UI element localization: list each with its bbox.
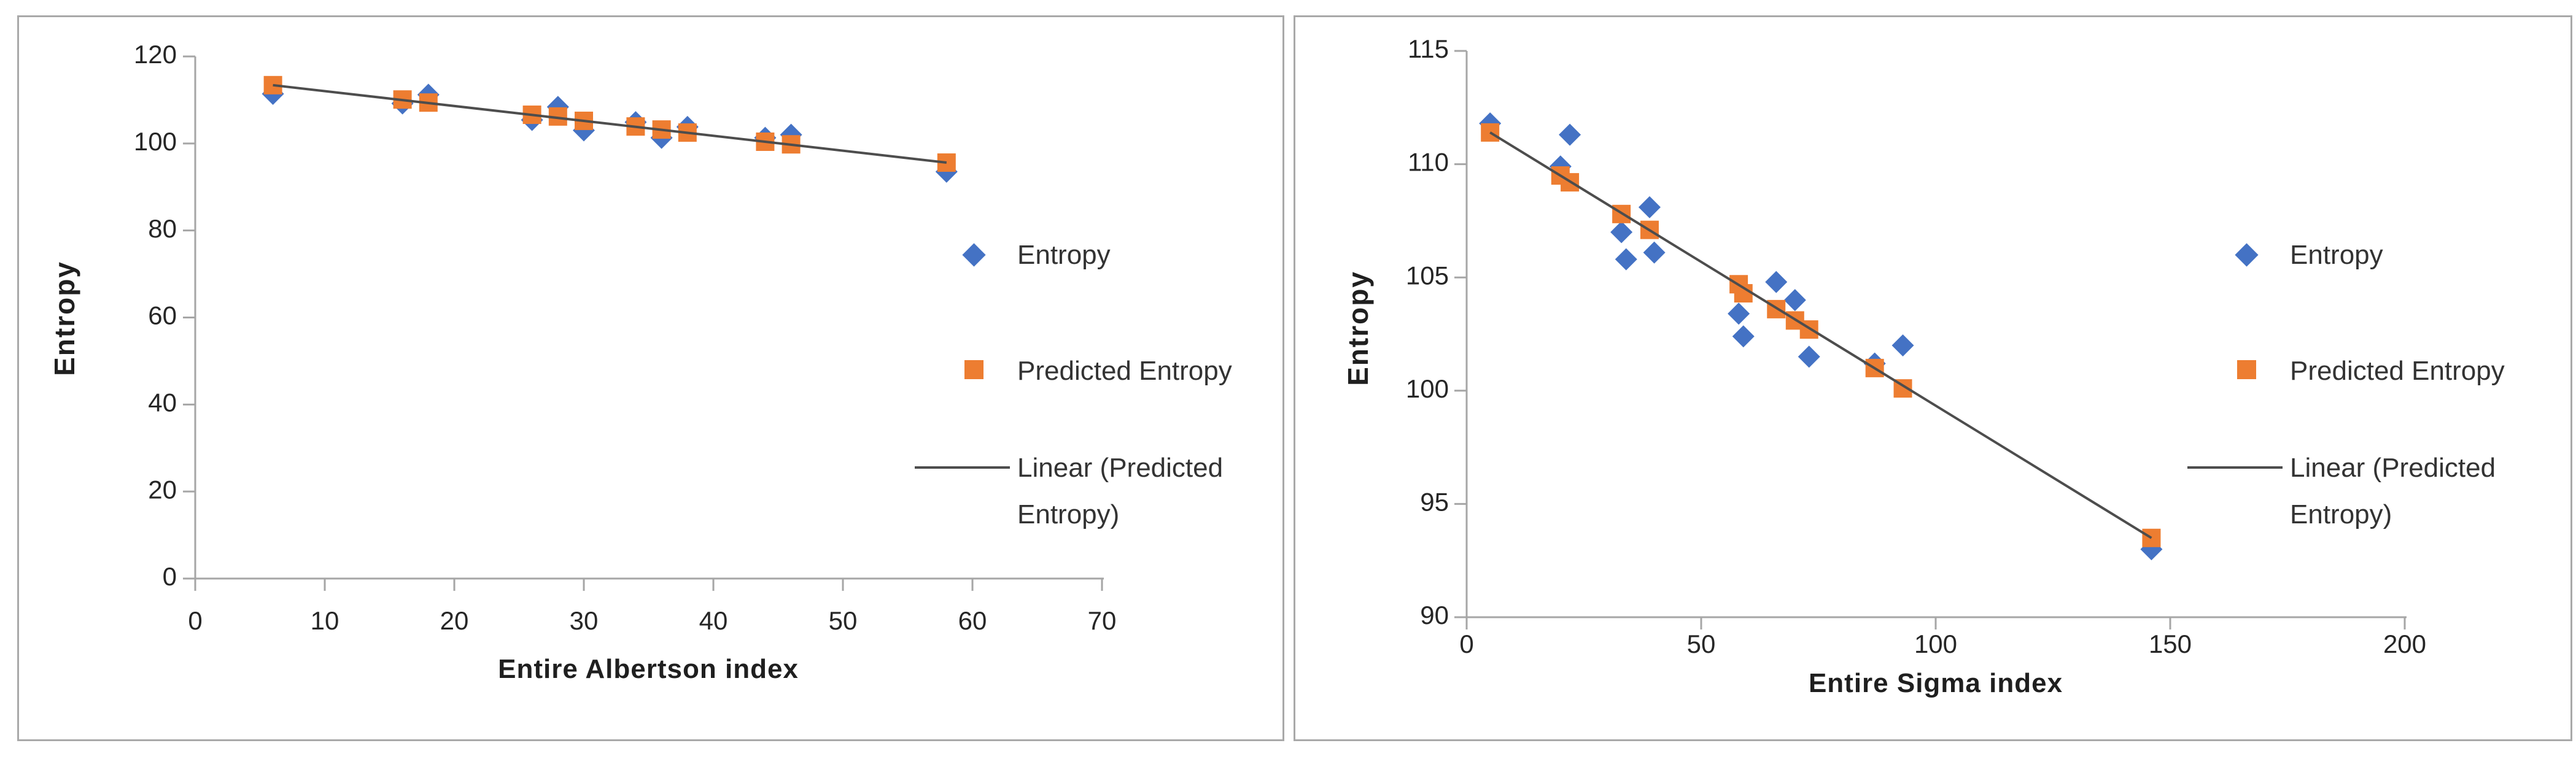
chart-panel-sigma — [1294, 15, 2572, 741]
y-tick-label: 95 — [1420, 487, 1449, 516]
trend-line — [1489, 131, 2152, 539]
y-tick-label: 120 — [134, 40, 177, 69]
data-point-entropy — [1728, 302, 1750, 325]
x-tick-label: 100 — [1914, 629, 1957, 658]
legend-item-linear-line1: Linear (Predicted — [2290, 453, 2496, 483]
data-point-entropy — [1798, 345, 1820, 368]
legend-item-linear-line1: Linear (Predicted — [1017, 453, 1224, 483]
x-tick-label: 50 — [1687, 629, 1716, 658]
y-axis-title: Entropy — [1342, 271, 1374, 386]
x-tick-label: 50 — [829, 606, 858, 635]
data-point-entropy — [1765, 271, 1788, 293]
y-tick-label: 100 — [134, 127, 177, 156]
legend-item-linear-line2: Entropy) — [1017, 499, 1120, 529]
x-tick-label: 200 — [2383, 629, 2426, 658]
legend-item-predicted-entropy: Predicted Entropy — [2290, 356, 2505, 386]
y-tick-label: 40 — [148, 388, 177, 417]
y-tick-label: 115 — [1408, 34, 1449, 63]
x-tick-label: 10 — [311, 606, 339, 635]
y-tick-label: 80 — [148, 214, 177, 243]
y-tick-label: 60 — [148, 301, 177, 330]
legend-line-icon — [2187, 466, 2283, 469]
x-tick-label: 60 — [958, 606, 987, 635]
x-tick-label: 20 — [440, 606, 469, 635]
legend-line-icon — [915, 466, 1010, 469]
x-tick-label: 150 — [2149, 629, 2192, 658]
legend-item-entropy: Entropy — [1017, 240, 1111, 270]
x-tick-label: 0 — [188, 606, 202, 635]
data-point-entropy — [1732, 325, 1755, 348]
data-point-entropy — [1783, 289, 1806, 312]
legend-square-icon — [964, 360, 983, 379]
legend-item-linear-line2: Entropy) — [2290, 499, 2392, 529]
data-point-entropy — [1643, 241, 1666, 264]
legend-square-icon — [2237, 360, 2256, 379]
y-tick-label: 0 — [163, 562, 177, 591]
x-tick-label: 0 — [1459, 629, 1473, 658]
y-tick-label: 90 — [1420, 601, 1449, 629]
data-point-entropy — [1891, 334, 1914, 356]
y-tick-label: 110 — [1408, 148, 1449, 177]
x-axis-title: Entire Albertson index — [498, 654, 799, 684]
x-axis-title: Entire Sigma index — [1808, 668, 2063, 698]
y-axis-title: Entropy — [48, 261, 80, 376]
data-point-entropy — [1610, 221, 1633, 244]
x-tick-label: 40 — [699, 606, 728, 635]
trend-line — [273, 83, 947, 164]
y-tick-label: 100 — [1406, 374, 1449, 403]
data-point-entropy — [1559, 123, 1581, 146]
legend-item-predicted-entropy: Predicted Entropy — [1017, 356, 1232, 386]
y-tick-label: 105 — [1406, 261, 1449, 290]
data-point-entropy — [1615, 248, 1637, 271]
x-tick-label: 70 — [1088, 606, 1117, 635]
legend-item-entropy: Entropy — [2290, 240, 2383, 270]
data-point-entropy — [1638, 196, 1661, 218]
y-tick-label: 20 — [148, 475, 177, 504]
chart-panel-albertson — [17, 15, 1284, 741]
x-tick-label: 30 — [570, 606, 599, 635]
